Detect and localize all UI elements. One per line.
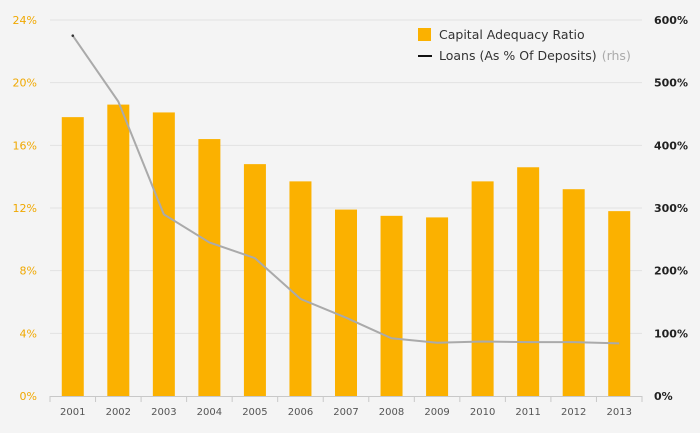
- x-tick-label-2003: 2003: [151, 407, 176, 418]
- bar-2005: [243, 164, 266, 396]
- x-tick-label-2004: 2004: [197, 407, 222, 418]
- y-right-tick-0%: 0%: [654, 390, 673, 403]
- x-tick-label-2006: 2006: [288, 407, 313, 418]
- bar-2013: [608, 211, 631, 396]
- y-left-tick-12%: 12%: [13, 202, 37, 215]
- bar-series: [61, 104, 631, 397]
- x-tick-label-2001: 2001: [60, 407, 85, 418]
- bar-2004: [198, 139, 221, 397]
- line-series: [71, 35, 620, 345]
- bar-2006: [289, 181, 312, 396]
- x-tick-label-2002: 2002: [106, 407, 131, 418]
- legend-swatch-bar: [418, 28, 431, 41]
- bar-2007: [335, 209, 357, 396]
- y-left-tick-20%: 20%: [13, 77, 37, 90]
- x-axis-ticks: 2001 2002 2003 2004 2005 2006 2007 2008 2009 2010…: [49, 396, 643, 418]
- bar-2008: [380, 215, 403, 396]
- x-tick-label-2011: 2011: [515, 407, 540, 418]
- bar-2011: [517, 167, 540, 396]
- y-right-tick-500%: 500%: [654, 77, 688, 90]
- legend: Capital Adequacy Ratio Loans (As % Of De…: [418, 27, 631, 64]
- line-start-point: [71, 34, 75, 37]
- bar-2003: [152, 112, 175, 396]
- x-tick-label-2012: 2012: [561, 407, 586, 418]
- bar-2012: [562, 189, 585, 396]
- legend-label-bar: Capital Adequacy Ratio: [439, 27, 585, 42]
- y-axis-right: 0% 100% 200% 300% 400% 500% 600%: [654, 14, 688, 403]
- y-left-tick-24%: 24%: [13, 14, 37, 27]
- legend-label-line: Loans (As % Of Deposits) (rhs): [439, 45, 631, 64]
- bar-2009: [426, 217, 449, 396]
- x-tick-label-2007: 2007: [333, 407, 358, 418]
- x-tick-label-2010: 2010: [470, 407, 495, 418]
- y-left-tick-16%: 16%: [13, 139, 37, 152]
- y-right-tick-600%: 600%: [654, 14, 688, 27]
- y-right-tick-400%: 400%: [654, 139, 688, 152]
- legend-label-line-suffix: (rhs): [602, 48, 631, 63]
- gridlines: [50, 19, 642, 334]
- x-tick-label-2005: 2005: [242, 407, 267, 418]
- y-left-tick-0%: 0%: [20, 390, 37, 403]
- y-axis-left: 0% 4% 8% 12% 16% 20% 24%: [13, 14, 37, 403]
- y-left-tick-4%: 4%: [20, 327, 37, 340]
- bar-2002: [107, 104, 130, 396]
- y-left-tick-8%: 8%: [20, 265, 37, 278]
- x-tick-label-2009: 2009: [424, 407, 449, 418]
- x-tick-label-2008: 2008: [379, 407, 404, 418]
- x-tick-label-2013: 2013: [607, 407, 632, 418]
- y-right-tick-100%: 100%: [654, 327, 688, 340]
- y-right-tick-200%: 200%: [654, 265, 688, 278]
- legend-label-line-name: Loans (As % Of Deposits): [439, 48, 597, 63]
- bar-2010: [471, 181, 494, 396]
- bar-2001: [61, 117, 84, 396]
- y-right-tick-300%: 300%: [654, 202, 688, 215]
